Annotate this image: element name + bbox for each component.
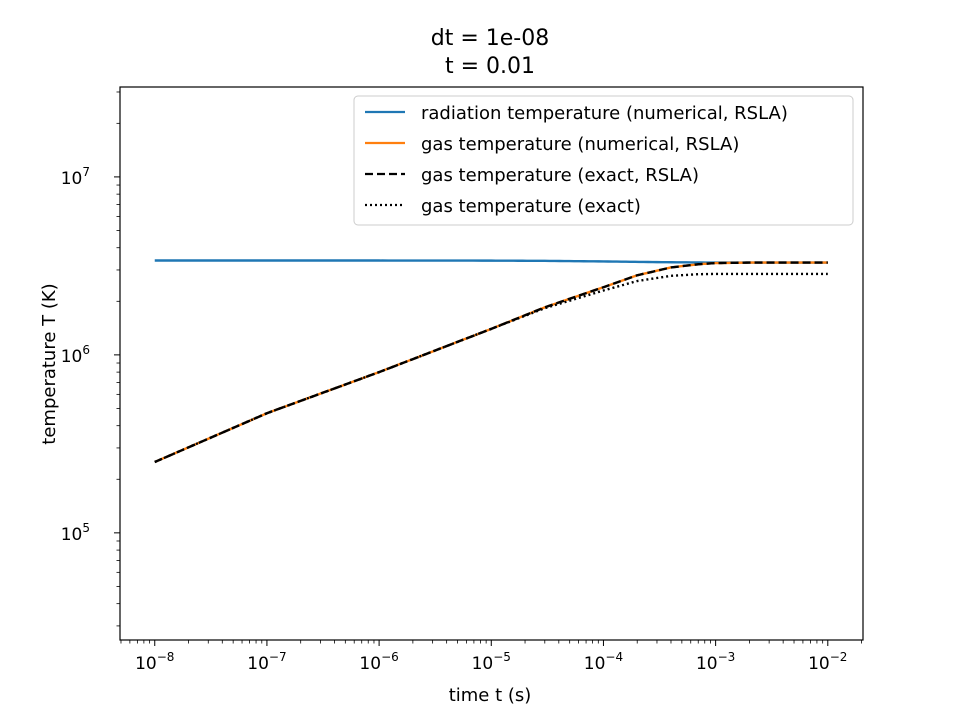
- plot-frame: [119, 86, 864, 641]
- legend-label-gas-exact: gas temperature (exact): [421, 196, 641, 217]
- series-layer: [154, 259, 828, 464]
- y-tick-label-2: 107: [61, 165, 90, 189]
- x-tick-label-3: 10−5: [472, 650, 511, 674]
- x-tick-label-4: 10−4: [584, 650, 623, 674]
- y-axis-label: temperature T (K): [39, 283, 60, 444]
- legend-label-radiation-numerical: radiation temperature (numerical, RSLA): [421, 103, 788, 124]
- y-tick-label-0: 105: [61, 521, 90, 545]
- legend: radiation temperature (numerical, RSLA) …: [353, 95, 854, 226]
- series-line-3: [154, 272, 828, 464]
- legend-box: [353, 95, 854, 226]
- legend-label-gas-exact-rsla: gas temperature (exact, RSLA): [421, 165, 699, 186]
- tick-layer: 10−8 10−7 10−6 10−5 10−4 10−3 10−2 105 106 107: [61, 91, 862, 674]
- x-axis-label: time t (s): [449, 685, 532, 706]
- x-tick-label-2: 10−6: [359, 650, 398, 674]
- chart-title-line-2: t = 0.01: [445, 54, 535, 79]
- y-tick-label-1: 106: [61, 343, 90, 367]
- x-tick-label-1: 10−7: [247, 650, 286, 674]
- x-tick-label-0: 10−8: [135, 650, 174, 674]
- x-tick-label-6: 10−2: [808, 650, 847, 674]
- x-tick-label-5: 10−3: [696, 650, 735, 674]
- legend-label-gas-numerical: gas temperature (numerical, RSLA): [421, 134, 739, 155]
- chart-title-line-1: dt = 1e-08: [431, 26, 549, 51]
